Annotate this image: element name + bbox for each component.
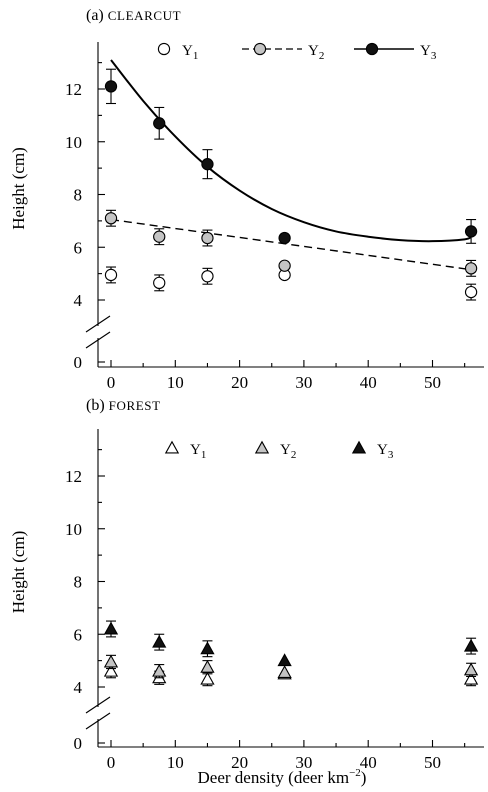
- x-axis-label-part: −2: [349, 767, 361, 779]
- data-point-triangle-filled: [152, 634, 167, 648]
- legend-label: Y3: [420, 43, 437, 62]
- x-tick-label: 10: [167, 753, 184, 772]
- panel-name: CLEARCUT: [108, 8, 181, 23]
- y-axis-label: Height (cm): [9, 531, 28, 614]
- data-point-triangle-open: [200, 671, 215, 685]
- legend-label-part: 3: [388, 449, 394, 461]
- x-tick-label: 20: [231, 373, 248, 392]
- x-axis-label-part: Deer density (deer km: [198, 768, 350, 787]
- legend-label-part: Y: [280, 442, 291, 458]
- panel-label: (a): [86, 7, 108, 24]
- legend-label-part: 2: [319, 50, 325, 62]
- legend-label-part: Y: [308, 43, 319, 59]
- x-tick-label: 30: [295, 753, 312, 772]
- data-point-circle-gray: [153, 230, 166, 243]
- y-tick-label: 10: [65, 133, 82, 152]
- fit-line-solid: [110, 59, 472, 243]
- y-axis-label: Height (cm): [9, 147, 28, 230]
- legend-marker: [164, 440, 180, 454]
- x-tick-label: 40: [360, 373, 377, 392]
- legend-label-part: Y: [182, 43, 193, 59]
- axis-break-mark: [85, 331, 111, 349]
- data-point-circle-open: [153, 276, 166, 290]
- legend-marker: [157, 42, 171, 56]
- data-point-triangle-gray: [152, 663, 167, 677]
- data-point-circle-gray: [104, 212, 118, 225]
- x-tick-label: 50: [424, 373, 441, 392]
- y-tick-label: 6: [74, 625, 83, 644]
- data-point-triangle-open: [463, 671, 479, 685]
- data-point-triangle-gray: [277, 665, 292, 679]
- data-point-triangle-filled: [463, 638, 479, 652]
- x-tick-label: 40: [360, 753, 377, 772]
- data-point-circle-open: [104, 268, 118, 282]
- panel-label: (b): [86, 397, 109, 414]
- data-point-triangle-open: [103, 663, 119, 677]
- data-point-triangle-filled: [103, 621, 119, 635]
- x-axis-label-part: ): [361, 768, 367, 787]
- legend-label: Y2: [308, 43, 324, 62]
- legend-marker: [351, 440, 367, 454]
- legend-label-part: 1: [193, 50, 199, 62]
- legend-label-part: Y: [377, 442, 388, 458]
- x-tick-label: 50: [424, 753, 441, 772]
- data-point-circle-filled: [104, 80, 118, 93]
- y-tick-label: 12: [65, 80, 82, 99]
- legend-marker: [365, 42, 379, 56]
- x-tick-label: 0: [107, 373, 116, 392]
- y-tick-label: 8: [74, 573, 83, 592]
- legend-label: Y3: [377, 442, 394, 461]
- legend-label: Y1: [182, 43, 198, 62]
- data-point-circle-gray: [464, 262, 478, 275]
- legend-label: Y2: [280, 442, 296, 461]
- x-tick-label: 30: [295, 373, 312, 392]
- x-tick-label: 10: [167, 373, 184, 392]
- data-point-triangle-filled: [277, 653, 292, 667]
- axis-break-mark: [85, 712, 111, 730]
- y-tick-label: 6: [74, 238, 83, 257]
- data-point-circle-filled: [278, 231, 291, 245]
- y-tick-label: 0: [74, 353, 83, 372]
- y-tick-label: 0: [74, 734, 83, 753]
- legend-label-part: 1: [201, 449, 207, 461]
- panel-title: (b) FOREST: [86, 397, 161, 414]
- data-point-circle-filled: [153, 117, 166, 130]
- y-tick-label: 4: [74, 678, 83, 697]
- data-point-triangle-gray: [200, 659, 215, 673]
- y-tick-label: 10: [65, 520, 82, 539]
- legend-marker: [253, 42, 267, 56]
- legend-label-part: 2: [291, 449, 297, 461]
- panel-title: (a) CLEARCUT: [86, 7, 181, 24]
- fit-line-dashed: [110, 218, 472, 271]
- data-point-circle-open: [464, 285, 478, 299]
- data-point-circle-open: [201, 270, 214, 283]
- legend-label-part: Y: [420, 43, 431, 59]
- x-tick-label: 0: [107, 753, 116, 772]
- data-point-circle-filled: [464, 225, 478, 238]
- x-tick-label: 20: [231, 753, 248, 772]
- data-point-triangle-gray: [103, 654, 119, 668]
- data-point-triangle-gray: [463, 662, 479, 676]
- data-point-triangle-filled: [200, 641, 215, 655]
- legend-label: Y1: [190, 442, 206, 461]
- x-axis-label: Deer density (deer km−2): [198, 767, 367, 787]
- legend-label-part: Y: [190, 442, 201, 458]
- data-point-circle-gray: [201, 231, 214, 245]
- y-tick-label: 12: [65, 467, 82, 486]
- legend-marker: [254, 440, 270, 454]
- data-point-circle-filled: [201, 158, 214, 171]
- axis-break-mark: [85, 315, 111, 333]
- axis-break-mark: [85, 696, 111, 714]
- y-tick-label: 4: [74, 291, 83, 310]
- y-tick-label: 8: [74, 186, 83, 205]
- panel-name: FOREST: [109, 398, 161, 413]
- data-point-circle-gray: [278, 259, 291, 272]
- legend-label-part: 3: [431, 50, 437, 62]
